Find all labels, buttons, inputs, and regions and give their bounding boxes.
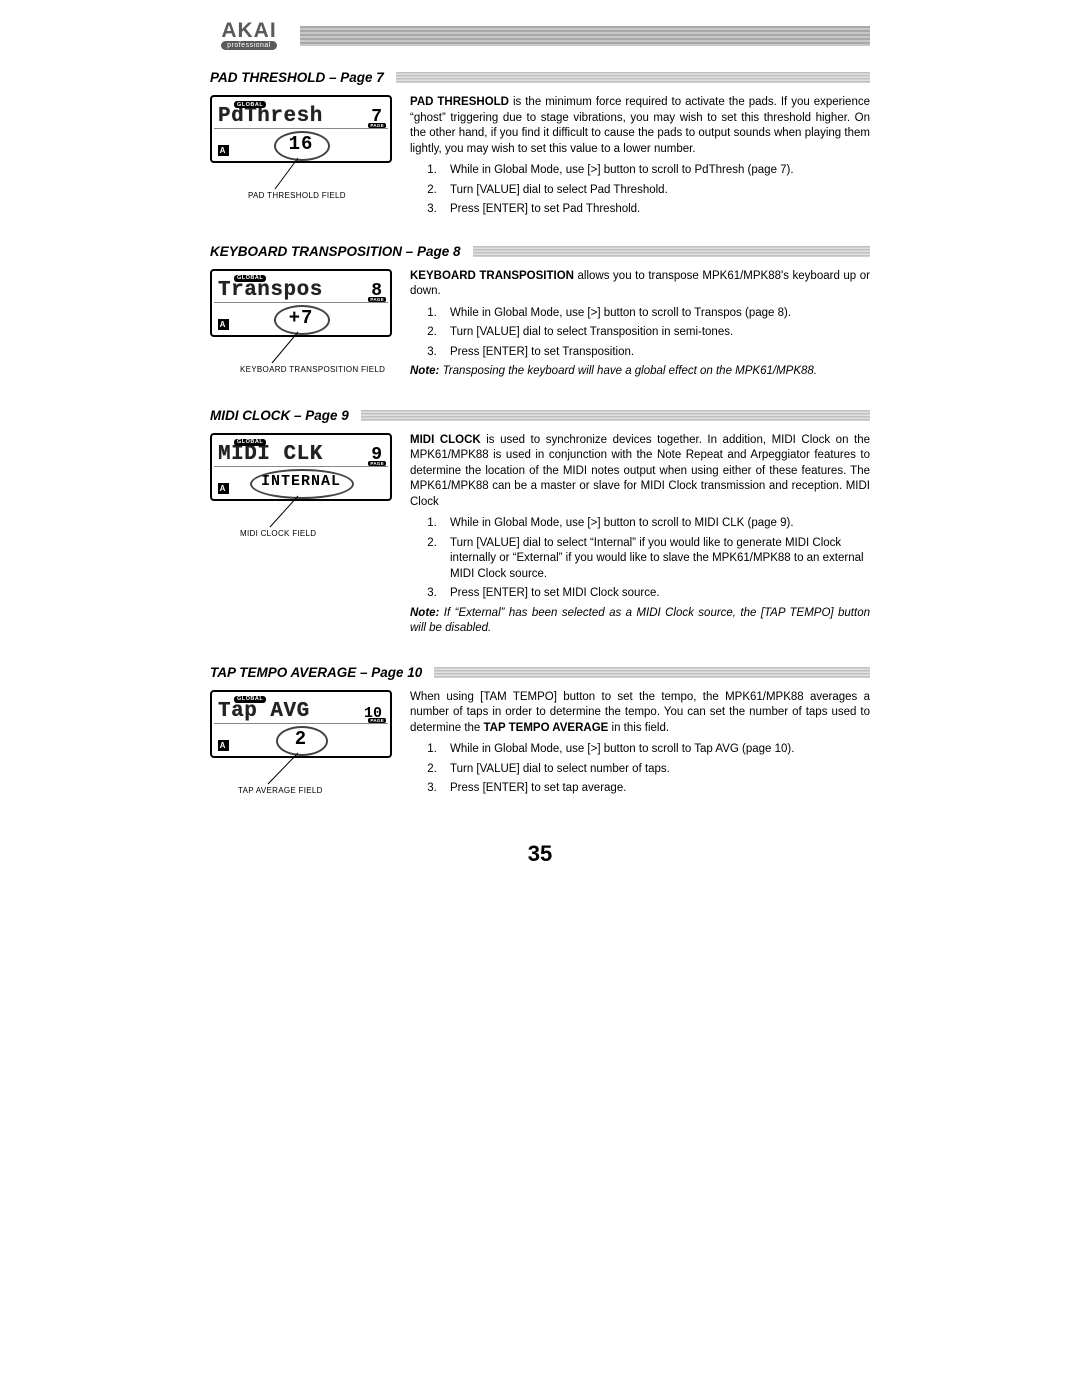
step-item: While in Global Mode, use [>] button to … [440,742,870,758]
global-badge: GLOBAL [234,101,266,108]
intro-paragraph: MIDI CLOCK is used to synchronize device… [410,433,870,511]
global-badge: GLOBAL [234,696,266,703]
steps-list: While in Global Mode, use [>] button to … [440,516,870,602]
section-stripe [396,72,870,83]
a-indicator: A [218,319,229,330]
lcd-screen: GLOBAL MIDI CLK 9 A INTERNAL [210,433,392,501]
brand-logo: AKAI professional [210,20,288,52]
step-item: Press [ENTER] to set Transposition. [440,345,870,361]
section-title-text: PAD THRESHOLD – Page 7 [210,70,384,85]
section-heading: TAP TEMPO AVERAGE – Page 10 [210,665,870,680]
section-title-text: TAP TEMPO AVERAGE – Page 10 [210,665,422,680]
lcd-screen: GLOBAL Tap AVG 10 A 2 [210,690,392,758]
lcd-value: 2 [295,728,307,750]
figure-column: GLOBAL Transpos 8 A +7 KEYBOARD TRANSPOS… [210,269,392,386]
step-item: Turn [VALUE] dial to select number of ta… [440,762,870,778]
lcd-page-number: 10 [364,705,384,722]
figure-column: GLOBAL MIDI CLK 9 A INTERNAL MIDI CLOCK … [210,433,392,643]
lcd-value: +7 [289,307,314,329]
callout-pointer [210,495,392,535]
lcd-page-number: 8 [364,281,384,301]
text-column: When using [TAM TEMPO] button to set the… [410,690,870,801]
text-column: MIDI CLOCK is used to synchronize device… [410,433,870,643]
global-badge: GLOBAL [234,275,266,282]
section-title-text: MIDI CLOCK – Page 9 [210,408,349,423]
section-body: GLOBAL Transpos 8 A +7 KEYBOARD TRANSPOS… [210,269,870,386]
a-indicator: A [218,483,229,494]
step-item: Turn [VALUE] dial to select “Internal” i… [440,536,870,583]
intro-paragraph: PAD THRESHOLD is the minimum force requi… [410,95,870,157]
section-stripe [361,410,870,421]
logo-text: AKAI [221,22,276,41]
section-heading: KEYBOARD TRANSPOSITION – Page 8 [210,244,870,259]
lcd-page-number: 7 [364,107,384,127]
step-item: While in Global Mode, use [>] button to … [440,163,870,179]
text-column: PAD THRESHOLD is the minimum force requi… [410,95,870,222]
manual-page: AKAI professional PAD THRESHOLD – Page 7… [210,20,870,867]
step-item: While in Global Mode, use [>] button to … [440,306,870,322]
section-body: GLOBAL Tap AVG 10 A 2 TAP AVERAGE FIELD [210,690,870,801]
section-stripe [473,246,870,257]
callout-pointer [210,157,392,197]
callout-pointer [210,331,392,371]
lcd-line1: Tap AVG [218,701,364,722]
steps-list: While in Global Mode, use [>] button to … [440,306,870,361]
steps-list: While in Global Mode, use [>] button to … [440,163,870,218]
note-paragraph: Note: If “External” has been selected as… [410,606,870,637]
lcd-figure: GLOBAL Transpos 8 A +7 KEYBOARD TRANSPOS… [210,269,392,374]
step-item: While in Global Mode, use [>] button to … [440,516,870,532]
a-indicator: A [218,145,229,156]
header-stripe [300,26,870,46]
note-paragraph: Note: Transposing the keyboard will have… [410,364,870,380]
lcd-figure: GLOBAL MIDI CLK 9 A INTERNAL MIDI CLOCK … [210,433,392,538]
section-heading: MIDI CLOCK – Page 9 [210,408,870,423]
intro-paragraph: When using [TAM TEMPO] button to set the… [410,690,870,737]
page-header: AKAI professional [210,20,870,52]
steps-list: While in Global Mode, use [>] button to … [440,742,870,797]
a-indicator: A [218,740,229,751]
lcd-line1: MIDI CLK [218,444,364,465]
section-heading: PAD THRESHOLD – Page 7 [210,70,870,85]
lcd-value: 16 [289,133,314,155]
lcd-line1: PdThresh [218,106,364,127]
step-item: Press [ENTER] to set Pad Threshold. [440,202,870,218]
section-body: GLOBAL MIDI CLK 9 A INTERNAL MIDI CLOCK … [210,433,870,643]
lcd-line1: Transpos [218,280,364,301]
lcd-figure: GLOBAL Tap AVG 10 A 2 TAP AVERAGE FIELD [210,690,392,795]
section-stripe [434,667,870,678]
lcd-screen: GLOBAL PdThresh 7 A 16 [210,95,392,163]
callout-pointer [210,752,392,792]
text-column: KEYBOARD TRANSPOSITION allows you to tra… [410,269,870,386]
section-title-text: KEYBOARD TRANSPOSITION – Page 8 [210,244,461,259]
figure-column: GLOBAL PdThresh 7 A 16 PAD THRESHOLD FIE… [210,95,392,222]
lcd-screen: GLOBAL Transpos 8 A +7 [210,269,392,337]
lcd-page-number: 9 [364,445,384,465]
step-item: Turn [VALUE] dial to select Transpositio… [440,325,870,341]
step-item: Press [ENTER] to set MIDI Clock source. [440,586,870,602]
step-item: Press [ENTER] to set tap average. [440,781,870,797]
lcd-figure: GLOBAL PdThresh 7 A 16 PAD THRESHOLD FIE… [210,95,392,200]
logo-subtext: professional [221,41,277,50]
lcd-value: INTERNAL [261,473,341,490]
intro-paragraph: KEYBOARD TRANSPOSITION allows you to tra… [410,269,870,300]
figure-column: GLOBAL Tap AVG 10 A 2 TAP AVERAGE FIELD [210,690,392,801]
global-badge: GLOBAL [234,439,266,446]
step-item: Turn [VALUE] dial to select Pad Threshol… [440,183,870,199]
section-body: GLOBAL PdThresh 7 A 16 PAD THRESHOLD FIE… [210,95,870,222]
page-number: 35 [210,841,870,867]
